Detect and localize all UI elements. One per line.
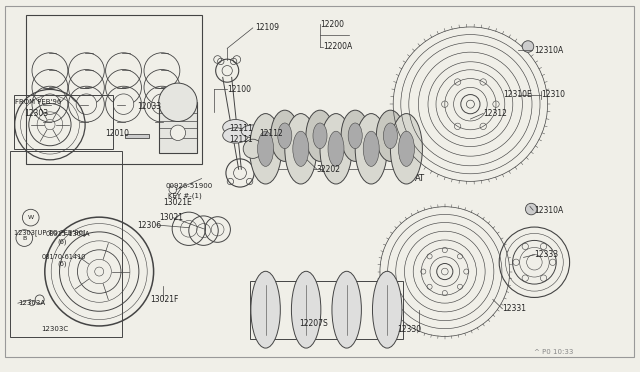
Ellipse shape [113,94,134,115]
Text: 08915-1361A: 08915-1361A [46,231,91,237]
Bar [159,102,197,153]
Ellipse shape [243,139,262,158]
Ellipse shape [376,110,404,161]
Text: 12333: 12333 [534,250,559,259]
Text: 12303[UP TO FEB'86]: 12303[UP TO FEB'86] [14,229,86,236]
Text: (6): (6) [58,238,67,245]
Text: 08170-61410: 08170-61410 [42,254,86,260]
Ellipse shape [291,271,321,348]
Text: 12310A: 12310A [534,206,564,215]
Ellipse shape [159,83,197,122]
Text: AT: AT [415,174,425,183]
Ellipse shape [348,123,362,148]
Ellipse shape [40,94,60,115]
Text: (6): (6) [58,261,67,267]
Text: 12111: 12111 [229,135,253,144]
Text: 12306: 12306 [138,221,162,230]
Ellipse shape [306,110,334,161]
Text: W: W [28,215,34,220]
Text: 12207S: 12207S [300,319,328,328]
Ellipse shape [250,113,282,184]
Ellipse shape [355,113,387,184]
Text: 12200: 12200 [320,20,344,29]
Bar [14,95,113,149]
Text: 13021: 13021 [159,213,183,222]
Text: 12033: 12033 [138,102,162,110]
Text: 13021E: 13021E [163,198,192,207]
Text: 12310A: 12310A [534,46,564,55]
Text: 13021F: 13021F [150,295,179,304]
Ellipse shape [271,110,299,161]
Text: 12330: 12330 [397,325,421,334]
Text: 12303C: 12303C [42,326,68,332]
Text: FROM FEB'96: FROM FEB'96 [15,99,61,105]
Ellipse shape [170,125,186,141]
Bar [10,151,122,337]
Ellipse shape [292,131,308,166]
Text: 12111: 12111 [229,124,253,133]
Text: 12310E: 12310E [503,90,532,99]
Text: ^ P0 10:33: ^ P0 10:33 [534,349,574,355]
Ellipse shape [332,271,362,348]
Text: KEY #-(1): KEY #-(1) [168,192,202,199]
Ellipse shape [313,123,327,148]
Ellipse shape [278,123,292,148]
Text: 12331: 12331 [502,304,527,313]
Ellipse shape [372,271,402,348]
Ellipse shape [398,131,415,166]
Ellipse shape [341,110,369,161]
Ellipse shape [522,41,534,52]
Ellipse shape [364,131,380,166]
Ellipse shape [285,113,317,184]
Text: 12303: 12303 [24,109,49,118]
Text: 12112: 12112 [259,129,283,138]
Text: 32202: 32202 [317,165,341,174]
Ellipse shape [328,131,344,166]
Ellipse shape [383,123,397,148]
Text: 12312: 12312 [483,109,507,118]
Ellipse shape [320,113,352,184]
Ellipse shape [525,203,537,215]
Ellipse shape [257,131,274,166]
Ellipse shape [251,271,280,348]
Ellipse shape [223,119,248,135]
Text: 12310: 12310 [541,90,564,99]
Ellipse shape [390,113,422,184]
Bar [26,15,202,164]
Text: B: B [22,235,26,241]
Text: 00926-51900: 00926-51900 [165,183,212,189]
Text: 12109: 12109 [255,23,279,32]
Ellipse shape [223,128,248,143]
Bar [250,281,403,339]
Text: 12100: 12100 [227,85,251,94]
Text: 12010: 12010 [106,129,130,138]
Ellipse shape [241,125,264,138]
Bar [125,134,149,138]
Text: 12303A: 12303A [18,300,45,306]
Ellipse shape [152,94,172,115]
Text: 12200A: 12200A [323,42,353,51]
Ellipse shape [76,94,97,115]
